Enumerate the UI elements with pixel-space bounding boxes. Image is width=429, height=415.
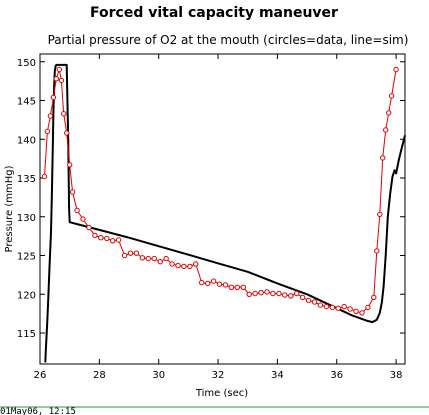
x-tick-label: 38 <box>390 370 403 381</box>
data-point <box>80 216 86 222</box>
data-point <box>181 263 187 270</box>
data-point <box>145 255 152 262</box>
data-point <box>228 284 235 290</box>
y-axis-label: Pressure (mmHg) <box>4 165 15 252</box>
series-layer <box>41 63 406 363</box>
data-point <box>53 76 59 82</box>
data-point <box>365 304 371 311</box>
data-point <box>121 252 128 259</box>
y-tick-label: 115 <box>17 329 36 340</box>
data-point <box>252 290 258 297</box>
data-point <box>56 66 62 73</box>
y-tick-label: 130 <box>17 213 36 224</box>
data-point <box>127 250 134 256</box>
data-point <box>92 232 98 239</box>
data-point <box>157 259 163 265</box>
x-tick-label: 28 <box>93 370 106 381</box>
y-tick-label: 120 <box>17 290 36 301</box>
data-point <box>193 261 199 267</box>
x-tick-label: 26 <box>34 370 47 381</box>
data-point <box>246 291 252 297</box>
data-point <box>74 207 80 214</box>
data-point <box>270 290 276 297</box>
x-tick-label: 34 <box>271 370 284 381</box>
x-axis-ticks: 26 28 30 32 34 36 38 <box>34 54 403 381</box>
data-point <box>323 303 330 310</box>
data-point <box>335 305 341 311</box>
data-point <box>329 304 335 311</box>
data-point <box>163 255 169 262</box>
data-point <box>380 155 386 161</box>
chart-title: Forced vital capacity maneuver <box>90 5 338 21</box>
data-point <box>359 310 365 316</box>
data-point <box>288 293 294 299</box>
sim-line <box>44 63 406 363</box>
data-point <box>50 94 57 101</box>
data-point <box>222 282 229 288</box>
data-point <box>41 173 48 180</box>
data-point <box>311 299 318 305</box>
data-point <box>240 284 247 290</box>
data-point <box>386 110 392 116</box>
data-point <box>69 189 76 195</box>
data-point <box>175 262 181 269</box>
data-point <box>199 279 205 286</box>
plot-frame <box>39 53 406 365</box>
x-tick-label: 36 <box>330 370 343 381</box>
y-tick-label: 125 <box>17 252 36 263</box>
data-point <box>258 290 264 296</box>
data-point <box>104 235 110 242</box>
data-point <box>86 224 92 231</box>
data-point <box>388 93 395 99</box>
data-point <box>317 302 324 308</box>
data-point <box>341 303 347 310</box>
data-point <box>139 255 146 261</box>
data-point <box>374 248 380 254</box>
data-point <box>187 263 193 270</box>
data-point <box>299 294 306 301</box>
data-point <box>58 77 65 84</box>
data-point <box>169 261 175 267</box>
data-point <box>377 211 383 218</box>
data-point <box>371 294 377 301</box>
footer-timestamp: 01May06, 12:15 <box>0 407 76 415</box>
data-point <box>67 162 73 168</box>
data-point <box>98 235 104 241</box>
data-point <box>353 308 359 314</box>
data-point <box>264 289 270 295</box>
data-point <box>64 130 70 136</box>
data-point <box>151 255 157 262</box>
plot-area: 26 28 30 32 34 36 38 115 120 125 130 135 140 145 150 <box>17 53 406 381</box>
data-point <box>282 292 288 298</box>
y-tick-label: 150 <box>17 58 36 69</box>
data-point <box>276 290 282 297</box>
x-axis-label: Time (sec) <box>195 388 248 399</box>
x-tick-label: 32 <box>212 370 225 381</box>
data-point <box>210 278 217 284</box>
y-axis-ticks: 115 120 125 130 135 140 145 150 <box>17 58 405 340</box>
data-point <box>61 111 67 117</box>
data-point <box>347 306 353 312</box>
data-point <box>110 238 116 244</box>
chart-subtitle: Partial pressure of O2 at the mouth (cir… <box>48 33 409 47</box>
data-point <box>216 281 223 287</box>
data-point <box>205 280 211 287</box>
data-point <box>44 128 51 135</box>
data-point <box>305 297 312 304</box>
data-point <box>133 250 140 256</box>
data-point <box>115 237 122 243</box>
y-tick-label: 145 <box>17 97 36 108</box>
data-point <box>294 290 300 297</box>
data-point <box>393 66 399 73</box>
x-tick-label: 30 <box>152 370 165 381</box>
data-point <box>234 284 241 290</box>
y-tick-label: 140 <box>17 135 36 146</box>
data-point <box>383 127 389 133</box>
data-point <box>47 113 54 119</box>
y-tick-label: 135 <box>17 174 36 185</box>
